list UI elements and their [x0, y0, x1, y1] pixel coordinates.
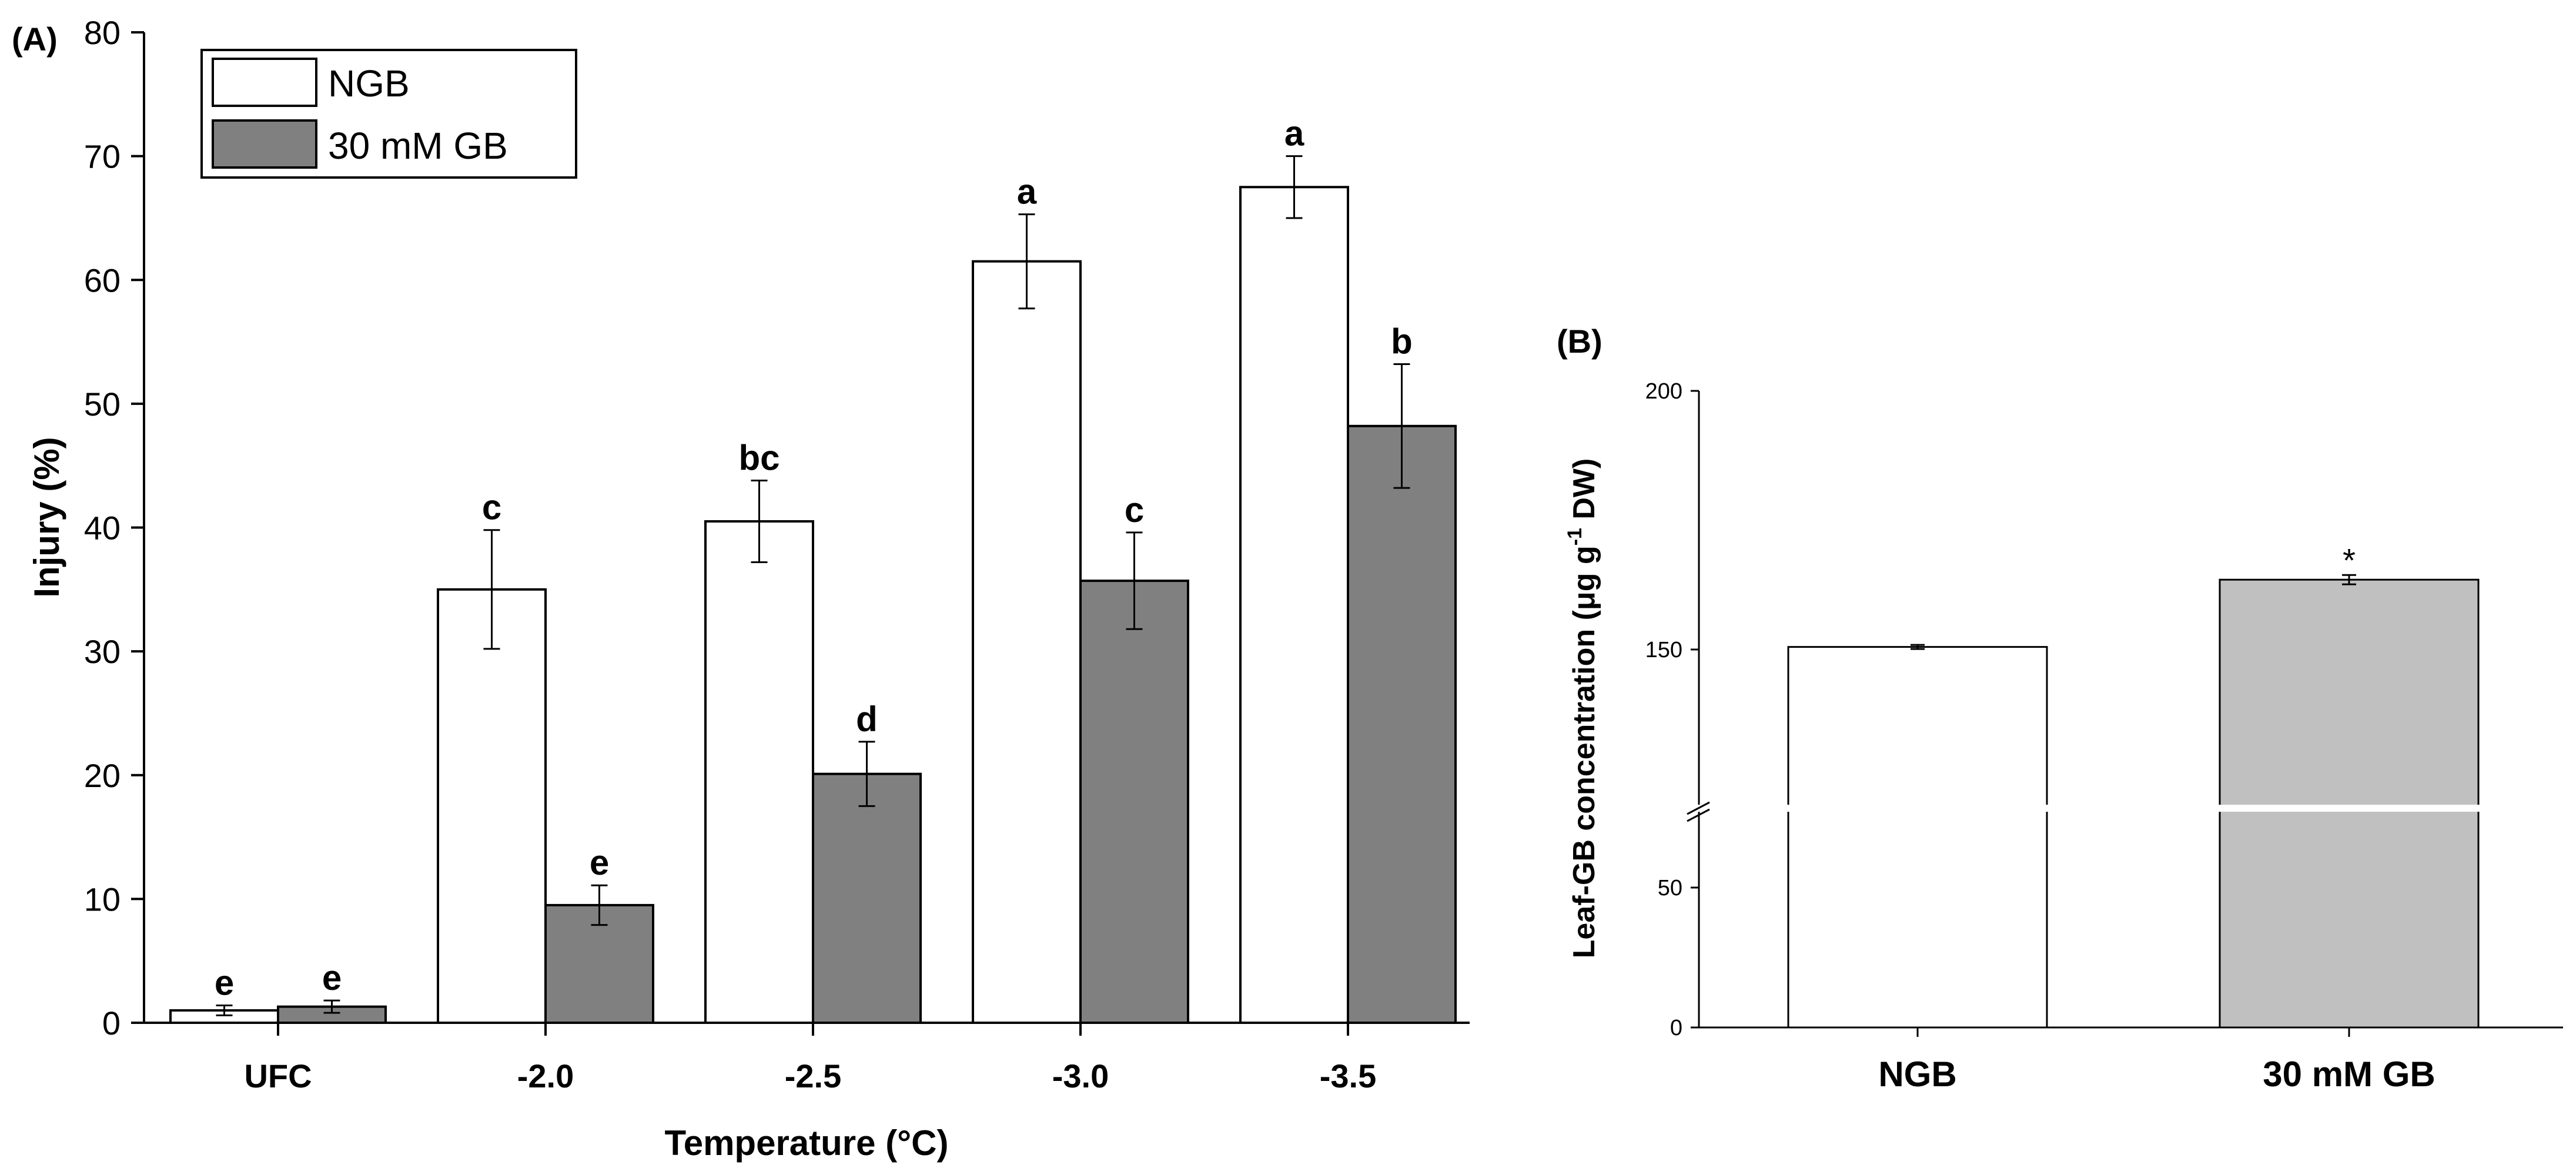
x-tick-label: UFC [244, 1057, 312, 1094]
bar-30-mm-gb-3-0 [1079, 580, 1189, 1024]
bar-30-mm-gb-2-5 [812, 772, 922, 1025]
axis-break-gap [1687, 805, 2534, 812]
y-tick-label: 60 [84, 262, 121, 299]
significance-letter: bc [738, 438, 780, 477]
bar-30-mm-gb-3-5 [1347, 424, 1457, 1024]
panel-b: (B) 0 50 150 200 * NGB 30 mM GB Leaf-GB conc… [1557, 323, 2563, 1094]
y-tick-label: 30 [84, 633, 121, 670]
legend-swatch-ngb [212, 58, 317, 107]
panel-b-y-axis-title: Leaf-GB concentration (μg g-1 DW) [1564, 458, 1601, 959]
legend-label-30mm-gb: 30 mM GB [328, 125, 508, 167]
y-tick-label: 50 [84, 386, 121, 423]
x-tick-label: -2.0 [517, 1057, 574, 1094]
panel-a: (A) 0 10 20 30 40 50 60 70 80 e e c e bc d a c a b UFC -2.… [12, 14, 1470, 1163]
axis-break-mark-lower [1687, 801, 1710, 815]
bar-ngb-2-5 [704, 520, 814, 1024]
x-tick-label: -3.5 [1320, 1057, 1377, 1094]
b-y-tick-label: 200 [1645, 379, 1682, 404]
b-y-tick-label: 150 [1645, 638, 1682, 662]
b-y-tick-label: 50 [1658, 876, 1682, 901]
y-tick-label: 80 [84, 14, 121, 51]
legend: NGB 30 mM GB [200, 49, 577, 179]
significance-letter: a [1017, 172, 1037, 212]
significance-letter: b [1391, 322, 1413, 361]
significance-letter: a [1284, 114, 1304, 153]
significance-letter: e [215, 963, 234, 1003]
y-tick-label: 70 [84, 138, 121, 175]
significance-letter: c [482, 488, 501, 527]
b-y-tick-label: 0 [1670, 1016, 1682, 1040]
y-tick-label: 40 [84, 510, 121, 547]
panel-a-x-axis-title: Temperature (°C) [665, 1123, 949, 1163]
y-tick-label: 0 [102, 1005, 121, 1042]
significance-letter: c [1125, 490, 1144, 530]
significance-asterisk: * [2343, 541, 2356, 578]
axis-break-mark-upper [1687, 808, 1710, 822]
panel-a-y-axis-title: Injury (%) [27, 437, 66, 597]
b-x-tick-label: NGB [1878, 1055, 1956, 1094]
legend-swatch-30mm-gb [212, 119, 317, 169]
panel-b-label: (B) [1557, 323, 1603, 360]
bar-30-mm-gb [2219, 578, 2480, 1029]
x-tick-label: -3.0 [1052, 1057, 1109, 1094]
significance-letter: d [856, 699, 878, 739]
bar-ngb-3-5 [1239, 186, 1349, 1024]
y-tick-label: 10 [84, 881, 121, 918]
legend-label-ngb: NGB [328, 62, 410, 105]
axis-break [1687, 801, 2534, 822]
y-tick-label: 20 [84, 757, 121, 794]
significance-letter: e [590, 843, 609, 882]
significance-letter: e [322, 958, 342, 997]
bar-ngb-2-0 [437, 588, 547, 1024]
panel-a-label: (A) [12, 21, 58, 58]
bar-ngb-3-0 [972, 260, 1082, 1024]
b-x-tick-label: 30 mM GB [2263, 1055, 2435, 1094]
x-tick-label: -2.5 [785, 1057, 842, 1094]
bar-ngb [1787, 646, 2048, 1029]
